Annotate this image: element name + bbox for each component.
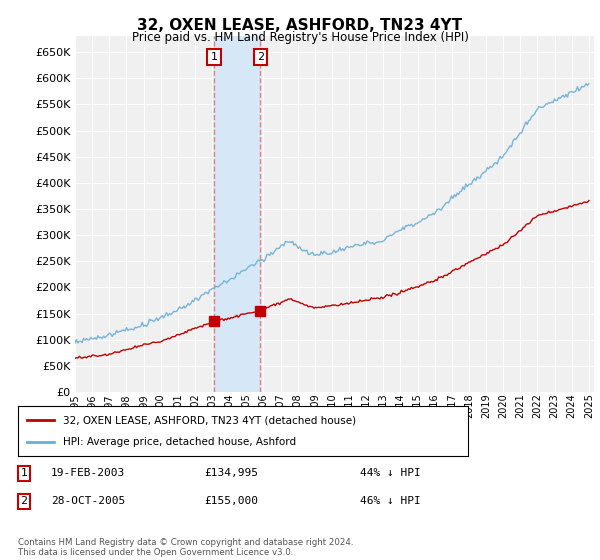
Text: Contains HM Land Registry data © Crown copyright and database right 2024.
This d: Contains HM Land Registry data © Crown c… <box>18 538 353 557</box>
Text: HPI: Average price, detached house, Ashford: HPI: Average price, detached house, Ashf… <box>63 437 296 447</box>
Text: 32, OXEN LEASE, ASHFORD, TN23 4YT: 32, OXEN LEASE, ASHFORD, TN23 4YT <box>137 18 463 33</box>
Text: 2: 2 <box>257 52 264 62</box>
Text: Price paid vs. HM Land Registry's House Price Index (HPI): Price paid vs. HM Land Registry's House … <box>131 31 469 44</box>
Text: 44% ↓ HPI: 44% ↓ HPI <box>360 468 421 478</box>
Text: 19-FEB-2003: 19-FEB-2003 <box>51 468 125 478</box>
Text: 32, OXEN LEASE, ASHFORD, TN23 4YT (detached house): 32, OXEN LEASE, ASHFORD, TN23 4YT (detac… <box>63 415 356 425</box>
Text: 1: 1 <box>20 468 28 478</box>
Text: 2: 2 <box>20 496 28 506</box>
Text: £155,000: £155,000 <box>204 496 258 506</box>
Text: 28-OCT-2005: 28-OCT-2005 <box>51 496 125 506</box>
Text: 46% ↓ HPI: 46% ↓ HPI <box>360 496 421 506</box>
Bar <box>214 36 260 392</box>
Text: 1: 1 <box>211 52 218 62</box>
Text: £134,995: £134,995 <box>204 468 258 478</box>
